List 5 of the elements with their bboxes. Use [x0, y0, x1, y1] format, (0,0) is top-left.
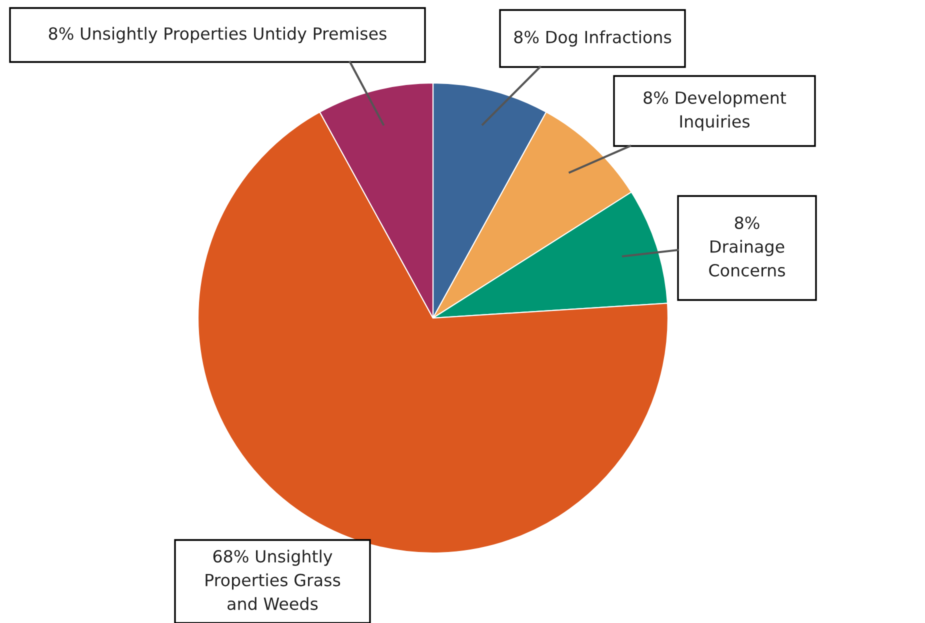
slice-label: 8% Dog Infractions [514, 30, 672, 47]
slice-label: 8% Drainage Concerns [709, 216, 785, 277]
slice-label: 8% Unsightly Properties Untidy Premises [48, 26, 386, 44]
slice-label: 68% Unsightly Properties Grass and Weeds [206, 550, 340, 610]
slice-label: 8% Development Inquiries [644, 91, 786, 131]
